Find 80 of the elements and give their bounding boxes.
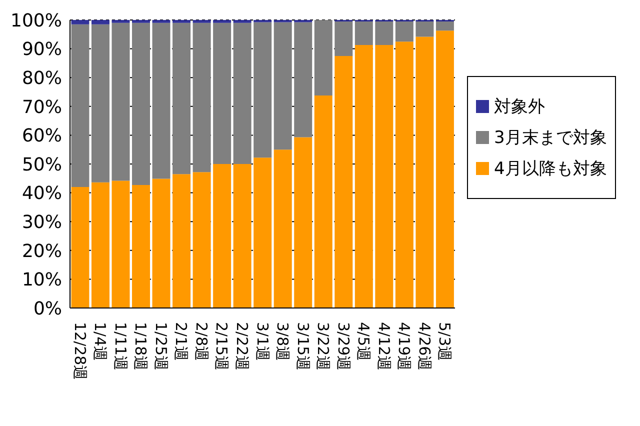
x-tick-label: 1/4週 xyxy=(91,322,110,362)
legend-label: 4月以降も対象 xyxy=(494,158,607,180)
bar xyxy=(375,21,394,46)
x-tick-label: 2/15週 xyxy=(212,322,231,371)
bar xyxy=(233,164,252,308)
bar xyxy=(172,174,191,308)
bar xyxy=(436,21,454,31)
bar xyxy=(192,22,211,172)
bar xyxy=(294,22,312,138)
x-tick-label: 4/12週 xyxy=(374,322,393,371)
x-tick-label: 3/8週 xyxy=(274,322,292,362)
bar xyxy=(354,45,373,308)
bar xyxy=(152,178,170,308)
y-tick-label: 0% xyxy=(33,298,62,320)
bar xyxy=(334,21,353,56)
x-tick-label: 2/8週 xyxy=(192,322,210,362)
y-tick-label: 80% xyxy=(22,68,62,89)
bar xyxy=(274,22,292,150)
bar xyxy=(375,45,394,308)
bar xyxy=(334,56,353,308)
bar xyxy=(152,20,170,23)
x-tick-label: 2/1週 xyxy=(172,322,190,362)
bar xyxy=(416,21,434,37)
bar xyxy=(294,137,312,308)
x-tick-label: 1/18週 xyxy=(132,322,150,371)
bar xyxy=(91,20,110,24)
bar xyxy=(132,20,150,23)
bar xyxy=(314,20,332,96)
bar xyxy=(132,22,150,186)
bar xyxy=(436,30,454,308)
bar xyxy=(132,185,150,308)
bar xyxy=(233,20,252,23)
y-tick-label: 30% xyxy=(22,212,62,233)
x-tick-label: 4/5週 xyxy=(354,322,373,362)
bar xyxy=(112,180,130,308)
bar xyxy=(213,22,232,164)
legend-label: 対象外 xyxy=(494,96,545,118)
bar xyxy=(91,182,110,308)
bar xyxy=(71,20,90,24)
y-tick-label: 20% xyxy=(22,240,62,262)
x-tick-label: 3/1週 xyxy=(253,322,272,362)
x-tick-label: 4/19週 xyxy=(395,322,414,371)
x-tick-label: 2/22週 xyxy=(232,322,251,371)
x-tick-label: 4/26週 xyxy=(415,322,434,371)
bar xyxy=(172,20,191,23)
legend-label: 3月末まで対象 xyxy=(494,127,607,149)
bar xyxy=(354,21,373,46)
bar xyxy=(213,20,232,23)
y-tick-label: 70% xyxy=(22,96,62,118)
bar xyxy=(71,24,90,188)
bar xyxy=(254,22,272,158)
bar xyxy=(395,42,414,308)
bar xyxy=(91,24,110,182)
bar xyxy=(254,158,272,308)
x-tick-label: 1/11週 xyxy=(111,322,130,371)
bar xyxy=(152,22,170,179)
x-tick-label: 3/22週 xyxy=(314,322,332,371)
bar xyxy=(213,164,232,308)
y-tick-label: 10% xyxy=(22,270,62,291)
x-tick-label: 5/3週 xyxy=(436,322,454,362)
x-tick-label: 1/25週 xyxy=(152,322,170,371)
bar xyxy=(314,95,332,308)
bar xyxy=(112,22,130,181)
bar xyxy=(274,150,292,308)
bar xyxy=(192,172,211,308)
bar xyxy=(112,20,130,23)
bar xyxy=(395,21,414,42)
y-tick-label: 100% xyxy=(10,10,62,32)
bar xyxy=(71,187,90,308)
bar xyxy=(233,22,252,164)
bar xyxy=(172,22,191,174)
x-tick-label: 3/29週 xyxy=(334,322,352,371)
bar xyxy=(192,20,211,23)
y-tick-label: 40% xyxy=(22,183,62,204)
x-tick-label: 3/15週 xyxy=(294,322,312,371)
y-tick-label: 60% xyxy=(22,126,62,147)
x-tick-label: 12/28週 xyxy=(70,322,89,380)
y-tick-label: 90% xyxy=(22,39,62,60)
bar xyxy=(416,36,434,308)
y-tick-label: 50% xyxy=(22,154,62,176)
